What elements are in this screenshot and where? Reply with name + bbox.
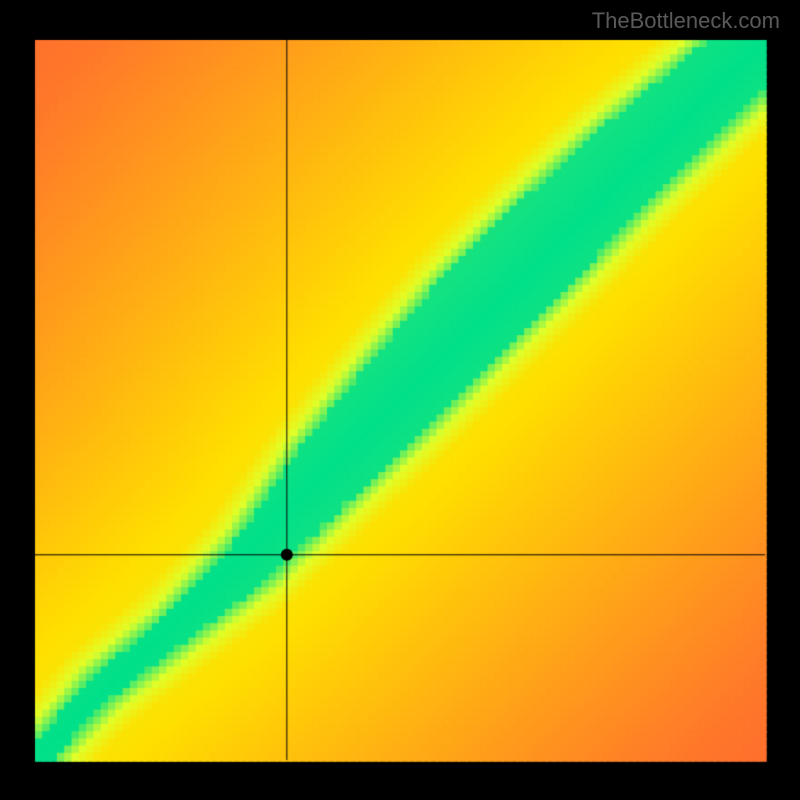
root: TheBottleneck.com xyxy=(0,0,800,800)
watermark-text: TheBottleneck.com xyxy=(592,8,780,34)
heatmap-canvas xyxy=(0,0,800,800)
